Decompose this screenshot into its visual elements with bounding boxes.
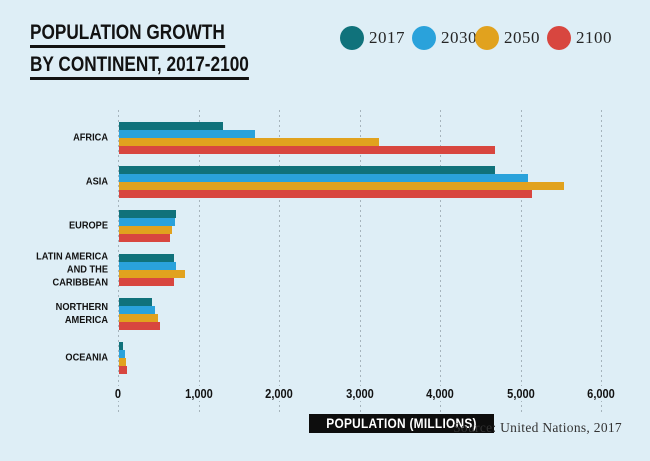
legend-label-2050: 2050 bbox=[504, 28, 540, 47]
bar-europe-2017 bbox=[118, 210, 177, 218]
bar-asia-2017 bbox=[118, 166, 496, 174]
legend-label-2030: 2030 bbox=[441, 28, 477, 47]
x-tick-label-1000: 1,000 bbox=[178, 386, 219, 401]
legend-dot-2030 bbox=[412, 26, 436, 50]
x-tick-label-4000: 4,000 bbox=[419, 386, 461, 401]
chart-title: POPULATION GROWTH BY CONTINENT, 2017-210… bbox=[30, 22, 297, 86]
legend-dot-2050 bbox=[475, 26, 499, 50]
bar-northern-america-2030 bbox=[118, 306, 156, 314]
x-tick-label-text: 4,000 bbox=[426, 386, 454, 401]
x-tick-label-text: 6,000 bbox=[587, 386, 615, 401]
x-axis-title: POPULATION (MILLIONS) bbox=[309, 414, 495, 433]
x-tick-label-2000: 2,000 bbox=[258, 386, 300, 401]
bar-europe-2030 bbox=[118, 218, 175, 226]
bar-oceania-2050 bbox=[118, 358, 127, 366]
legend-dot-2017 bbox=[340, 26, 364, 50]
bar-asia-2050 bbox=[118, 182, 565, 190]
chart-title-line-2: BY CONTINENT, 2017-2100 bbox=[30, 54, 249, 80]
bar-asia-2030 bbox=[118, 174, 529, 182]
legend-item-2030: 2030 bbox=[412, 26, 477, 50]
bar-africa-2017 bbox=[118, 122, 224, 130]
bar-oceania-2017 bbox=[118, 342, 123, 350]
legend-dot-2100 bbox=[547, 26, 571, 50]
x-tick-label-text: 0 bbox=[114, 386, 122, 401]
bar-europe-2050 bbox=[118, 226, 173, 234]
legend-label-2100: 2100 bbox=[576, 28, 612, 47]
x-tick-label-text: 5,000 bbox=[506, 386, 535, 401]
category-label-africa: AFRICA bbox=[73, 131, 108, 144]
source-note: Source: United Nations, 2017 bbox=[453, 420, 622, 435]
gridline-1000 bbox=[198, 110, 200, 412]
category-label-asia: ASIA bbox=[85, 175, 108, 188]
bar-northern-america-2050 bbox=[118, 314, 158, 322]
category-label-europe: EUROPE bbox=[68, 219, 108, 232]
bar-oceania-2030 bbox=[118, 350, 125, 358]
bar-latin-america-and-the-caribbean-2050 bbox=[118, 270, 185, 278]
gridline-6000 bbox=[601, 110, 602, 412]
x-tick-label-3000: 3,000 bbox=[339, 386, 380, 401]
category-label-latin-america-and-the-caribbean: LATIN AMERICA AND THE CARIBBEAN bbox=[36, 250, 108, 289]
category-label-oceania: OCEANIA bbox=[65, 351, 108, 364]
gridline-5000 bbox=[520, 110, 522, 412]
bar-northern-america-2017 bbox=[118, 298, 152, 306]
gridline-2000 bbox=[279, 110, 280, 412]
bar-northern-america-2100 bbox=[118, 322, 161, 330]
bar-latin-america-and-the-caribbean-2030 bbox=[118, 262, 177, 270]
bar-africa-2030 bbox=[118, 130, 255, 138]
bar-europe-2100 bbox=[118, 234, 171, 242]
x-tick-label-0: 0 bbox=[110, 386, 126, 401]
legend-item-2050: 2050 bbox=[475, 26, 540, 50]
bar-oceania-2100 bbox=[118, 366, 128, 374]
x-tick-label-5000: 5,000 bbox=[500, 386, 541, 401]
x-tick-label-6000: 6,000 bbox=[580, 386, 622, 401]
x-tick-label-text: 3,000 bbox=[345, 386, 374, 401]
legend-label-2017: 2017 bbox=[369, 28, 405, 47]
bar-africa-2100 bbox=[118, 146, 496, 154]
bar-asia-2100 bbox=[118, 190, 533, 198]
legend-item-2100: 2100 bbox=[547, 26, 612, 50]
bar-latin-america-and-the-caribbean-2100 bbox=[118, 278, 175, 286]
category-label-northern-america: NORTHERN AMERICA bbox=[55, 301, 108, 326]
x-axis-title-text: POPULATION (MILLIONS) bbox=[326, 416, 477, 431]
x-tick-label-text: 2,000 bbox=[265, 386, 293, 401]
legend-item-2017: 2017 bbox=[340, 26, 405, 50]
chart-title-line-1: POPULATION GROWTH bbox=[30, 22, 225, 48]
bar-africa-2050 bbox=[118, 138, 380, 146]
gridline-4000 bbox=[440, 110, 441, 412]
bar-latin-america-and-the-caribbean-2017 bbox=[118, 254, 175, 262]
x-tick-label-text: 1,000 bbox=[184, 386, 213, 401]
gridline-3000 bbox=[359, 110, 361, 412]
